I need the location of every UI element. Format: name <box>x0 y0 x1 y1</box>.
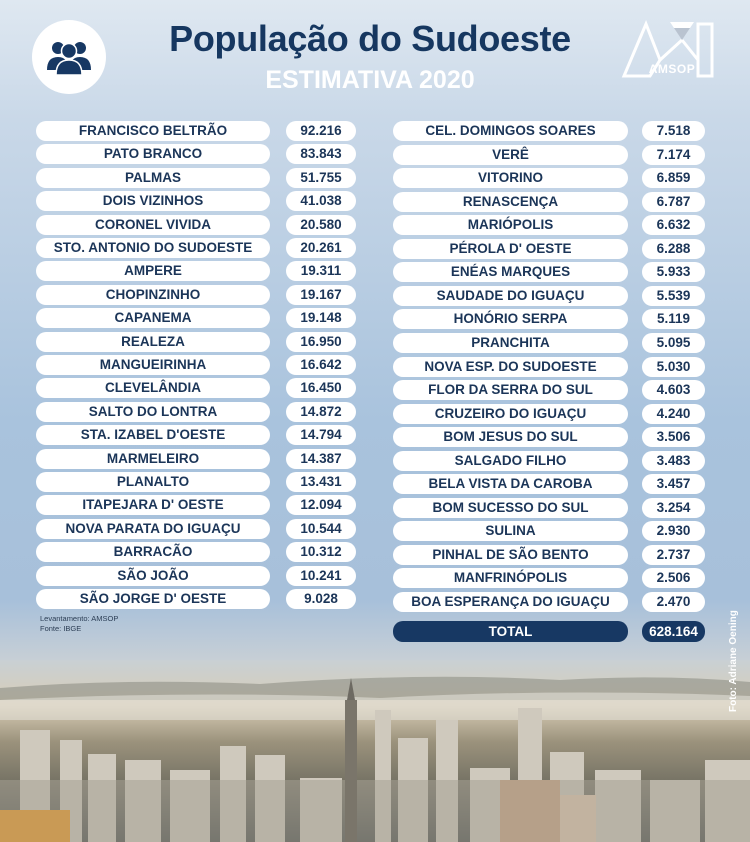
city-population: 92.216 <box>286 121 356 141</box>
city-name: NOVA ESP. DO SUDOESTE <box>393 357 628 377</box>
city-name: SÃO JOÃO <box>36 566 270 586</box>
city-population: 10.241 <box>286 566 356 586</box>
city-name: ENÉAS MARQUES <box>393 262 628 282</box>
city-name: ITAPEJARA D' OESTE <box>36 495 270 515</box>
city-name: CLEVELÂNDIA <box>36 378 270 398</box>
city-population: 5.119 <box>642 309 705 329</box>
city-name: PRANCHITA <box>393 333 628 353</box>
city-aerial-photo <box>0 660 750 842</box>
city-population: 3.506 <box>642 427 705 447</box>
city-population: 16.950 <box>286 332 356 352</box>
city-population: 19.311 <box>286 261 356 281</box>
city-name: NOVA PARATA DO IGUAÇU <box>36 519 270 539</box>
city-name: PATO BRANCO <box>36 144 270 164</box>
amsop-logo-icon <box>621 20 714 78</box>
people-group-icon <box>47 42 91 76</box>
city-population: 6.859 <box>642 168 705 188</box>
city-name: CRUZEIRO DO IGUAÇU <box>393 404 628 424</box>
city-population: 19.167 <box>286 285 356 305</box>
city-name: DOIS VIZINHOS <box>36 191 270 211</box>
city-name: AMPERE <box>36 261 270 281</box>
city-population: 5.539 <box>642 286 705 306</box>
city-name: CORONEL VIVIDA <box>36 215 270 235</box>
city-name: CAPANEMA <box>36 308 270 328</box>
city-name: SÃO JORGE D' OESTE <box>36 589 270 609</box>
levantamento-credit: Levantamento: AMSOP <box>40 614 119 623</box>
fonte-credit: Fonte: IBGE <box>40 624 82 633</box>
city-name: MARMELEIRO <box>36 449 270 469</box>
city-name: MARIÓPOLIS <box>393 215 628 235</box>
city-name: BOM JESUS DO SUL <box>393 427 628 447</box>
city-population: 2.506 <box>642 568 705 588</box>
city-population: 6.787 <box>642 192 705 212</box>
city-population: 12.094 <box>286 495 356 515</box>
city-population: 6.288 <box>642 239 705 259</box>
city-population: 4.603 <box>642 380 705 400</box>
city-name: STO. ANTONIO DO SUDOESTE <box>36 238 270 258</box>
city-name: BOA ESPERANÇA DO IGUAÇU <box>393 592 628 612</box>
city-name: RENASCENÇA <box>393 192 628 212</box>
city-skyline-illustration <box>0 660 750 842</box>
city-population: 6.632 <box>642 215 705 235</box>
city-population: 19.148 <box>286 308 356 328</box>
city-name: VERÊ <box>393 145 628 165</box>
city-population: 2.470 <box>642 592 705 612</box>
city-name: SULINA <box>393 521 628 541</box>
city-population: 20.580 <box>286 215 356 235</box>
city-name: SALGADO FILHO <box>393 451 628 471</box>
city-population: 3.254 <box>642 498 705 518</box>
city-population: 2.737 <box>642 545 705 565</box>
city-population: 9.028 <box>286 589 356 609</box>
city-population: 14.872 <box>286 402 356 422</box>
city-name: HONÓRIO SERPA <box>393 309 628 329</box>
city-population: 20.261 <box>286 238 356 258</box>
total-value: 628.164 <box>642 621 705 642</box>
city-population: 7.518 <box>642 121 705 141</box>
city-population: 13.431 <box>286 472 356 492</box>
city-name: PÉROLA D' OESTE <box>393 239 628 259</box>
city-name: FRANCISCO BELTRÃO <box>36 121 270 141</box>
city-name: MANFRINÓPOLIS <box>393 568 628 588</box>
city-population: 51.755 <box>286 168 356 188</box>
city-name: PALMAS <box>36 168 270 188</box>
city-name: VITORINO <box>393 168 628 188</box>
city-population: 5.933 <box>642 262 705 282</box>
city-name: FLOR DA SERRA DO SUL <box>393 380 628 400</box>
city-name: CEL. DOMINGOS SOARES <box>393 121 628 141</box>
amsop-logo-text: AMSOP <box>648 62 696 76</box>
city-population: 5.095 <box>642 333 705 353</box>
page-title: População do Sudoeste <box>169 18 571 59</box>
city-population: 3.483 <box>642 451 705 471</box>
city-population: 2.930 <box>642 521 705 541</box>
city-name: PLANALTO <box>36 472 270 492</box>
photo-credit: Foto: Adriane Oening <box>728 610 739 712</box>
page-subtitle: ESTIMATIVA 2020 <box>265 66 475 94</box>
city-name: PINHAL DE SÃO BENTO <box>393 545 628 565</box>
city-population: 4.240 <box>642 404 705 424</box>
city-name: REALEZA <box>36 332 270 352</box>
city-population: 14.794 <box>286 425 356 445</box>
city-population: 3.457 <box>642 474 705 494</box>
city-name: BARRACÃO <box>36 542 270 562</box>
city-name: BELA VISTA DA CAROBA <box>393 474 628 494</box>
total-label: TOTAL <box>393 621 628 642</box>
city-population: 10.312 <box>286 542 356 562</box>
city-name: SALTO DO LONTRA <box>36 402 270 422</box>
city-name: BOM SUCESSO DO SUL <box>393 498 628 518</box>
city-population: 83.843 <box>286 144 356 164</box>
city-population: 10.544 <box>286 519 356 539</box>
city-population: 16.450 <box>286 378 356 398</box>
city-name: CHOPINZINHO <box>36 285 270 305</box>
city-population: 16.642 <box>286 355 356 375</box>
city-population: 14.387 <box>286 449 356 469</box>
city-name: SAUDADE DO IGUAÇU <box>393 286 628 306</box>
city-population: 7.174 <box>642 145 705 165</box>
city-population: 41.038 <box>286 191 356 211</box>
people-icon-badge <box>32 20 106 94</box>
city-name: MANGUEIRINHA <box>36 355 270 375</box>
city-population: 5.030 <box>642 357 705 377</box>
city-name: STA. IZABEL D'OESTE <box>36 425 270 445</box>
